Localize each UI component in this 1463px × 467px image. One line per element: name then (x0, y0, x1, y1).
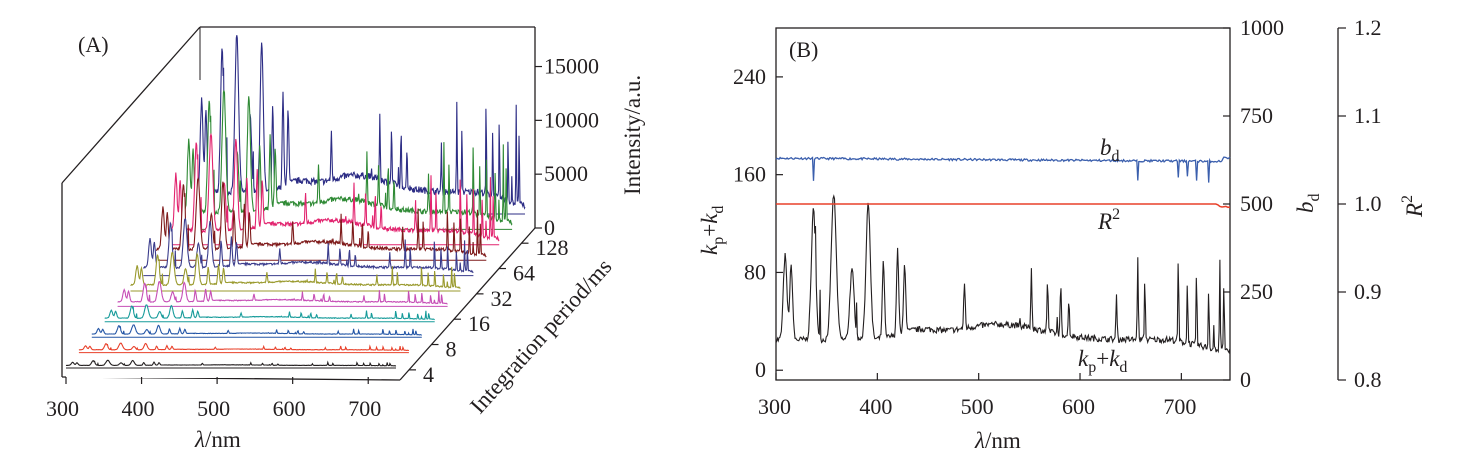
panel-b-xlabel-unit: /nm (985, 428, 1021, 453)
kp-kd-curve (775, 194, 1231, 355)
kp-kd-tick-label-0: 0 (755, 357, 766, 382)
kp-kd-tick-label-160: 160 (733, 162, 766, 187)
integration-tick-label-8: 8 (446, 337, 457, 362)
bd-axis-label: bd (1293, 194, 1323, 214)
intensity-tick-label-15000: 15000 (544, 54, 599, 79)
spectrum-4 (104, 304, 435, 321)
panel-b-labels: kp+kd bd R2 bd R2 kp+kd (697, 135, 1427, 376)
bd-tick-label-1000: 1000 (1240, 15, 1284, 40)
wavelength-tick-label-300: 300 (46, 396, 79, 421)
bd-tick-label-500: 500 (1240, 191, 1273, 216)
panel-b-xlabel: λ/nm (974, 428, 1021, 453)
panel-a-xlabel-symbol: λ (194, 427, 205, 452)
kp-kd-annotation: kp+kd (1078, 346, 1127, 376)
panel-b-label: (B) (789, 37, 818, 62)
panel-a: (A) 300 400 500 600 700 0 5000 10000 15000 48 1632… (46, 26, 645, 452)
kp-kd-tick-label-240: 240 (733, 64, 766, 89)
bd-tick-label-0: 0 (1240, 367, 1251, 392)
intensity-tick-label-5000: 5000 (544, 161, 588, 186)
spectrum-1 (65, 359, 397, 367)
spectrum-5-mask (117, 281, 448, 317)
spectrum-7-mask (143, 218, 474, 286)
intensity-tick-label-0: 0 (544, 215, 555, 240)
integration-tick-label-32: 32 (491, 286, 513, 311)
kp-kd-axis-label: kp+kd (697, 206, 727, 255)
panel-b-xtick-label-700: 700 (1163, 394, 1196, 419)
spectrum-3 (91, 324, 422, 336)
r2-tick-label-0.9: 0.9 (1354, 279, 1382, 304)
wavelength-tick-label-600: 600 (273, 396, 306, 421)
spectrum-6 (130, 251, 461, 289)
bd-curve (775, 156, 1231, 183)
panel-b-axes: 300 400 500 600 700 0 80 160 240 0 250 500 750 1000 0.… (733, 15, 1382, 419)
r2-curve (776, 203, 1231, 209)
spectrum-1-mask (66, 360, 396, 378)
spectrum-8 (155, 177, 487, 258)
bd-tick-label-250: 250 (1240, 279, 1273, 304)
spectrum-5 (117, 280, 448, 305)
spectrum-6-mask (130, 252, 461, 301)
r2-tick-label-1.2: 1.2 (1354, 15, 1382, 40)
intensity-axis-label: Intensity/a.u. (620, 75, 645, 195)
kp-kd-tick-label-80: 80 (744, 259, 766, 284)
spectrum-4-mask (104, 305, 435, 332)
panel-b-xtick-label-600: 600 (1062, 394, 1095, 419)
r2-tick-label-1.1: 1.1 (1354, 103, 1382, 128)
panel-a-label: (A) (78, 32, 109, 57)
r2-annotation: R2 (1097, 206, 1120, 234)
r2-axis-label: R2 (1399, 195, 1427, 218)
bd-tick-label-750: 750 (1240, 103, 1273, 128)
box-edge-top-left (61, 26, 201, 184)
integration-tick-label-4: 4 (423, 362, 434, 387)
integration-tick-label-64: 64 (513, 261, 535, 286)
spectrum-9 (168, 132, 500, 242)
wavelength-tick-label-500: 500 (197, 396, 230, 421)
panel-b-curves (775, 156, 1231, 355)
spectrum-2 (78, 342, 409, 351)
panel-a-xlabel: λ/nm (194, 427, 241, 452)
integration-tick-label-16: 16 (468, 311, 490, 336)
integration-tick-label-128: 128 (536, 235, 569, 260)
wavelength-tick-label-700: 700 (348, 396, 381, 421)
panel-b: (B) 300 400 500 600 700 0 80 160 240 0 250 500 750 10… (697, 15, 1427, 453)
r2-tick-label-0.8: 0.8 (1354, 367, 1382, 392)
panel-b-xtick-label-300: 300 (758, 394, 791, 419)
panel-b-xtick-label-500: 500 (961, 394, 994, 419)
spectrum-7 (142, 217, 474, 274)
wavelength-tick-label-400: 400 (122, 396, 155, 421)
spectrum-3-mask (91, 324, 422, 348)
panel-a-xlabel-unit: /nm (205, 427, 241, 452)
panel-b-xtick-label-400: 400 (859, 394, 892, 419)
panel-b-xlabel-symbol: λ (974, 428, 985, 453)
integration-axis-line (399, 227, 536, 381)
bd-annotation: bd (1100, 135, 1120, 165)
panel-a-axes: 300 400 500 600 700 0 5000 10000 15000 48 16326412… (46, 54, 599, 421)
intensity-tick-label-10000: 10000 (544, 107, 599, 132)
r2-tick-label-1.0: 1.0 (1354, 191, 1382, 216)
panel-a-spectra (65, 35, 526, 378)
